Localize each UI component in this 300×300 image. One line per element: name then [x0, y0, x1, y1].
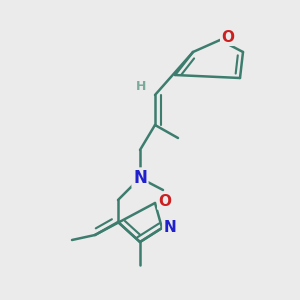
Text: H: H — [136, 80, 146, 94]
Text: N: N — [164, 220, 176, 236]
Text: O: O — [158, 194, 172, 208]
Text: N: N — [133, 169, 147, 187]
Text: O: O — [221, 29, 235, 44]
